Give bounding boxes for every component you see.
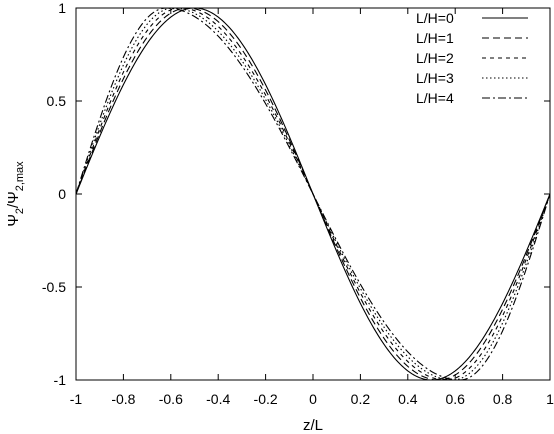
y-axis-label-sub-max: 2,max	[14, 161, 26, 191]
y-tick-label: 0.5	[47, 93, 67, 109]
y-axis-label-psi: Ψ	[5, 214, 22, 227]
x-tick-label: -0.4	[206, 391, 230, 407]
x-tick-label: 0.4	[398, 391, 418, 407]
legend-label-0: L/H=0	[416, 10, 454, 26]
x-tick-label: -0.6	[159, 391, 183, 407]
y-axis-label-sub-2: 2	[14, 208, 26, 214]
x-tick-label: 0	[309, 391, 317, 407]
x-tick-label: -1	[70, 391, 83, 407]
x-tick-label: 0.2	[351, 391, 371, 407]
series-lines	[75, 7, 551, 381]
legend-label-3: L/H=3	[416, 70, 454, 86]
tick-labels: -1 -0.8 -0.6 -0.4 -0.2 0 0.2 0.4 0.6 0.8 1 -1 -0.5 0 0…	[42, 0, 554, 407]
y-tick-label: -0.5	[42, 279, 66, 295]
ticks	[75, 7, 551, 381]
series-line-4	[75, 7, 551, 381]
y-tick-label: 1	[58, 0, 66, 16]
series-line-2	[75, 7, 551, 381]
legend-label-2: L/H=2	[416, 50, 454, 66]
x-axis-label: z/L	[303, 417, 323, 434]
y-axis-label-slash-psi: /Ψ	[5, 191, 22, 208]
legend-label-4: L/H=4	[416, 90, 454, 106]
x-tick-label: 0.6	[445, 391, 465, 407]
legend-label-1: L/H=1	[416, 30, 454, 46]
x-tick-label: -0.8	[111, 391, 135, 407]
legend: L/H=0 L/H=1 L/H=2 L/H=3 L/H=4	[416, 10, 528, 106]
y-axis-label: Ψ2/Ψ2,max	[5, 161, 26, 227]
x-tick-label: -0.2	[254, 391, 278, 407]
y-tick-label: 0	[58, 186, 66, 202]
x-tick-label: 0.8	[493, 391, 513, 407]
x-tick-label: 1	[546, 391, 554, 407]
series-line-3	[75, 7, 551, 381]
y-tick-label: -1	[54, 372, 67, 388]
